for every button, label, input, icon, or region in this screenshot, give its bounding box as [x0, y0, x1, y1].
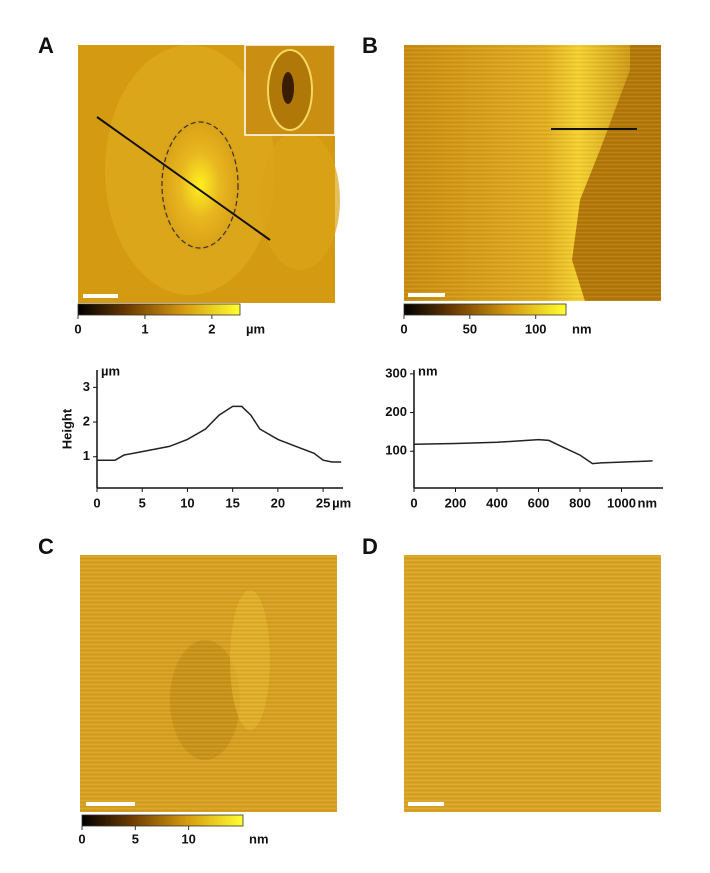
y-tick-label: 100: [385, 443, 407, 458]
x-unit: nm: [638, 495, 658, 510]
colorbar-tick-label: 0: [74, 321, 81, 336]
panel-d-image: [404, 555, 661, 812]
x-tick-label: 25: [316, 495, 330, 510]
panel-c-image: [80, 555, 337, 812]
y-unit: nm: [418, 363, 438, 378]
colorbar-tick-label: 10: [181, 831, 195, 846]
colorbar-tick-label: 5: [132, 831, 139, 846]
x-tick-label: 0: [410, 495, 417, 510]
line: [413, 438, 653, 465]
colorbar: [81, 814, 244, 827]
x-tick-label: 10: [180, 495, 194, 510]
colorbar-tick-label: 2: [208, 321, 215, 336]
x-tick-label: 800: [569, 495, 591, 510]
x-tick-label: 400: [486, 495, 508, 510]
colorbar: [403, 303, 567, 316]
colorbar-tick-label: 1: [141, 321, 148, 336]
y-axis-label: Height: [59, 408, 74, 449]
x-tick-label: 5: [139, 495, 146, 510]
colorbar-tick-label: 100: [525, 321, 547, 336]
x-tick-label: 600: [528, 495, 550, 510]
panel-b-image: [404, 45, 661, 301]
colorbar-tick-label: 0: [78, 831, 85, 846]
x-unit: µm: [332, 495, 351, 510]
line: [97, 405, 342, 463]
colorbar-tick-label: 50: [463, 321, 477, 336]
x-tick-label: 15: [225, 495, 239, 510]
x-tick-label: 200: [445, 495, 467, 510]
x-tick-label: 20: [271, 495, 285, 510]
colorbar-unit: nm: [249, 831, 269, 846]
y-tick-label: 3: [83, 379, 90, 394]
y-unit: µm: [101, 363, 120, 378]
y-tick-label: 300: [385, 365, 407, 380]
panel-label: C: [38, 534, 54, 559]
colorbar: [77, 303, 241, 316]
colorbar-tick-label: 0: [400, 321, 407, 336]
colorbar-unit: µm: [246, 321, 265, 336]
panel-label: B: [362, 33, 378, 58]
y-tick-label: 2: [83, 413, 90, 428]
panel-a-image: [78, 44, 340, 303]
panel-label: D: [362, 534, 378, 559]
y-tick-label: 200: [385, 404, 407, 419]
colorbar-unit: nm: [572, 321, 592, 336]
x-tick-label: 0: [93, 495, 100, 510]
panel-label: A: [38, 33, 54, 58]
x-tick-label: 1000: [607, 495, 636, 510]
y-tick-label: 1: [83, 448, 90, 463]
